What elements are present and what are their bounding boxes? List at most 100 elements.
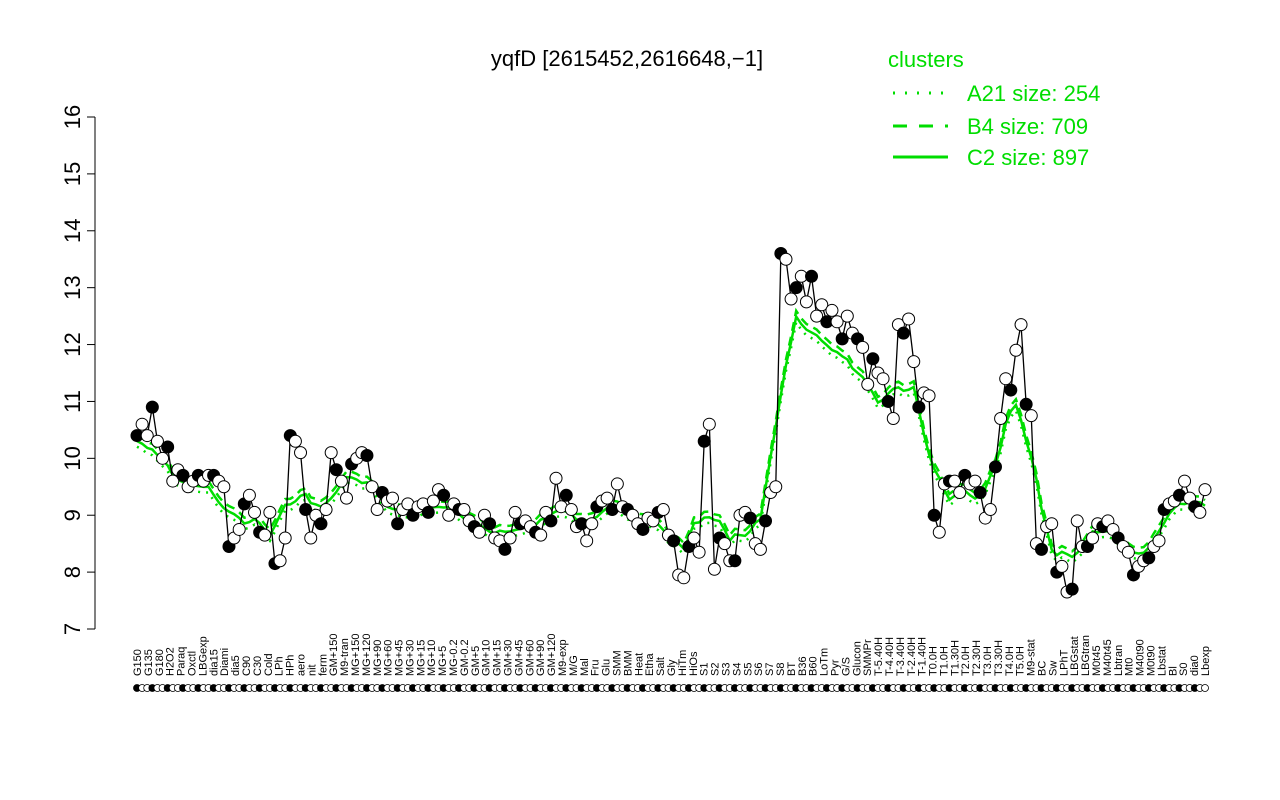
x-tick-label: LBGtran — [1080, 635, 1092, 676]
data-point — [876, 372, 890, 386]
data-point — [973, 485, 987, 499]
x-tick-label: C30 — [252, 656, 264, 676]
data-point — [815, 298, 829, 312]
x-tick-label: Pyr — [829, 659, 841, 676]
x-tick-label: GM+60 — [524, 640, 536, 676]
data-point — [135, 417, 149, 431]
x-tick-label: S8 — [775, 663, 787, 676]
y-tick-label: 9 — [60, 509, 85, 521]
data-point — [442, 508, 456, 522]
data-point — [263, 505, 277, 519]
x-tick-label: GM+10 — [481, 640, 493, 676]
x-tick-label: T-4.40H — [884, 637, 896, 676]
x-tick-label: MG+5 — [437, 646, 449, 676]
data-point — [927, 508, 941, 522]
data-point — [636, 522, 650, 536]
data-point — [242, 488, 256, 502]
x-tick-label: Heat — [633, 653, 645, 676]
data-point — [503, 531, 517, 545]
data-point — [805, 269, 819, 283]
x-tick-label: MG+90 — [372, 640, 384, 676]
data-point — [728, 554, 742, 568]
data-point — [718, 537, 732, 551]
data-point — [1070, 514, 1084, 528]
data-point — [1086, 531, 1100, 545]
data-point — [421, 505, 435, 519]
data-point — [779, 252, 793, 266]
data-point — [319, 503, 333, 517]
x-tick-label: Bl — [1167, 666, 1179, 676]
x-tick-label: BC — [1037, 661, 1049, 676]
x-tick-label: H2O2 — [165, 647, 177, 676]
data-point — [232, 522, 246, 536]
data-point — [426, 494, 440, 508]
data-point — [150, 434, 164, 448]
data-point — [1019, 397, 1033, 411]
x-tick-label: T-2.40H — [906, 637, 918, 676]
data-point — [810, 309, 824, 323]
data-point — [702, 417, 716, 431]
x-tick-label: M40t90 — [1135, 639, 1147, 676]
x-tick-label: SMMPr — [862, 639, 874, 676]
x-tick-label: GM+120 — [546, 634, 558, 677]
x-tick-label: Oxctl — [186, 651, 198, 676]
data-point — [1055, 559, 1069, 573]
data-point — [391, 517, 405, 531]
x-tick-label: aero — [295, 654, 307, 676]
data-point — [314, 517, 328, 531]
x-tick-label: Glu — [601, 659, 613, 676]
legend-label-c2: C2 size: 897 — [967, 145, 1089, 170]
data-point — [953, 485, 967, 499]
data-point — [299, 503, 313, 517]
x-tick-label: S5 — [742, 663, 754, 676]
data-point — [866, 352, 880, 366]
y-tick-label: 16 — [60, 105, 85, 129]
data-point — [922, 389, 936, 403]
data-point — [1014, 318, 1028, 332]
x-tick-label: LPh — [274, 656, 286, 676]
x-tick-label: GM+90 — [535, 640, 547, 676]
data-point — [217, 480, 231, 494]
x-tick-label: dia15 — [208, 649, 220, 676]
data-point — [559, 488, 573, 502]
data-point — [437, 488, 451, 502]
x-tick-label: S0 — [1178, 663, 1190, 676]
data-point — [600, 491, 614, 505]
data-point — [707, 562, 721, 576]
data-point — [1142, 551, 1156, 565]
data-point — [360, 448, 374, 462]
data-point — [176, 468, 190, 482]
x-tick-label: G/S — [840, 657, 852, 676]
x-tick-label: MG+60 — [383, 640, 395, 676]
y-tick-label: 12 — [60, 332, 85, 356]
y-tick-label: 13 — [60, 275, 85, 299]
data-point — [861, 377, 875, 391]
x-tick-label: T1.30H — [949, 640, 961, 676]
data-point — [1034, 542, 1048, 556]
data-point — [692, 545, 706, 559]
x-tick-label: Lbexp — [1200, 646, 1212, 676]
x-tick-label: GM+45 — [513, 640, 525, 676]
data-point — [278, 531, 292, 545]
data-point — [753, 542, 767, 556]
cluster-line-b4 — [136, 307, 1206, 553]
data-point — [1152, 534, 1166, 548]
x-tick-label: T5.0H — [1015, 646, 1027, 676]
x-tick-label: T2.0H — [960, 646, 972, 676]
x-tick-label: BMM — [622, 650, 634, 676]
data-point — [948, 474, 962, 488]
data-point — [1009, 343, 1023, 357]
x-tick-label: Mal — [579, 658, 591, 676]
x-tick-label: Paraq — [176, 647, 188, 676]
x-tick-label: Gly — [666, 659, 678, 676]
y-tick-label: 11 — [60, 390, 85, 413]
data-point — [329, 463, 343, 477]
x-tick-label: S1 — [699, 663, 711, 676]
data-point — [585, 517, 599, 531]
x-tick-label: B36 — [797, 656, 809, 676]
x-tick-label: T3.30H — [993, 640, 1005, 676]
y-tick-label: 8 — [60, 566, 85, 578]
x-tick-label: HPh — [285, 655, 297, 676]
chart-title: yqfD [2615452,2616648,−1] — [491, 46, 763, 71]
x-tick-label: nit — [306, 664, 318, 676]
